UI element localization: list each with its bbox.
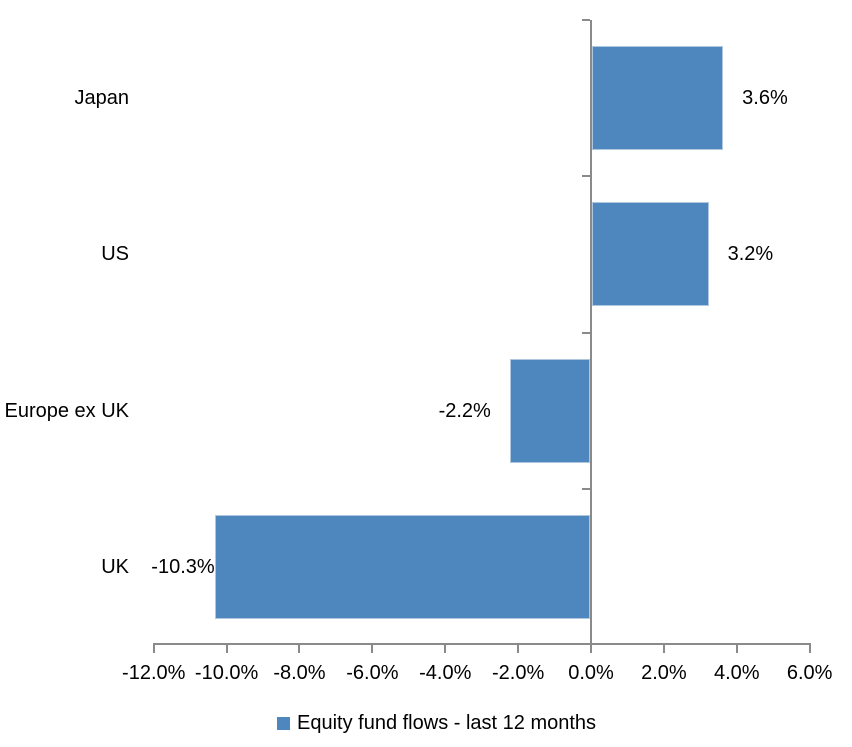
category-label-us: US bbox=[101, 243, 129, 266]
x-tick-label: -10.0% bbox=[194, 662, 259, 684]
value-label-europe-ex-uk: -2.2% bbox=[438, 399, 491, 422]
bar-uk bbox=[214, 514, 590, 619]
x-tick-label: -12.0% bbox=[122, 662, 186, 684]
y-axis-tick bbox=[582, 331, 590, 334]
category-label-japan: Japan bbox=[74, 87, 130, 110]
legend: Equity fund flows - last 12 months bbox=[277, 710, 596, 736]
x-tick-label: -2.0% bbox=[491, 662, 545, 684]
y-axis-tick bbox=[582, 487, 590, 490]
bar-japan bbox=[592, 46, 724, 150]
x-axis-tick bbox=[152, 645, 155, 653]
x-tick-label: -4.0% bbox=[419, 662, 472, 684]
x-tick-label: 4.0% bbox=[713, 662, 760, 684]
y-axis-tick bbox=[582, 19, 590, 21]
x-tick-label: 2.0% bbox=[641, 662, 687, 684]
x-axis-tick bbox=[444, 645, 447, 653]
legend-swatch-icon bbox=[277, 716, 290, 730]
x-axis-tick bbox=[735, 645, 738, 653]
x-tick-label: -8.0% bbox=[273, 662, 326, 684]
x-tick-label: -6.0% bbox=[346, 662, 399, 684]
legend-label: Equity fund flows - last 12 months bbox=[297, 712, 597, 734]
x-axis-tick bbox=[371, 645, 374, 653]
y-axis-tick bbox=[582, 175, 590, 178]
x-tick-label: 0.0% bbox=[568, 662, 614, 684]
value-label-us: 3.2% bbox=[727, 243, 774, 266]
x-axis-tick bbox=[225, 645, 228, 653]
x-axis-tick bbox=[590, 645, 592, 653]
x-axis-line bbox=[152, 643, 811, 645]
x-axis-tick bbox=[517, 645, 520, 653]
x-axis-tick bbox=[808, 645, 811, 653]
category-label-europe-ex-uk: Europe ex UK bbox=[4, 399, 129, 422]
bar-europe-ex-uk bbox=[509, 358, 590, 463]
x-tick-label: 6.0% bbox=[786, 662, 833, 684]
x-axis-tick bbox=[662, 645, 665, 653]
x-axis-tick bbox=[298, 645, 301, 653]
value-label-japan: 3.6% bbox=[742, 87, 788, 110]
category-label-uk: UK bbox=[101, 555, 129, 578]
bar-us bbox=[592, 202, 709, 307]
value-label-uk: -10.3% bbox=[151, 555, 215, 578]
y-axis-line bbox=[590, 20, 592, 645]
